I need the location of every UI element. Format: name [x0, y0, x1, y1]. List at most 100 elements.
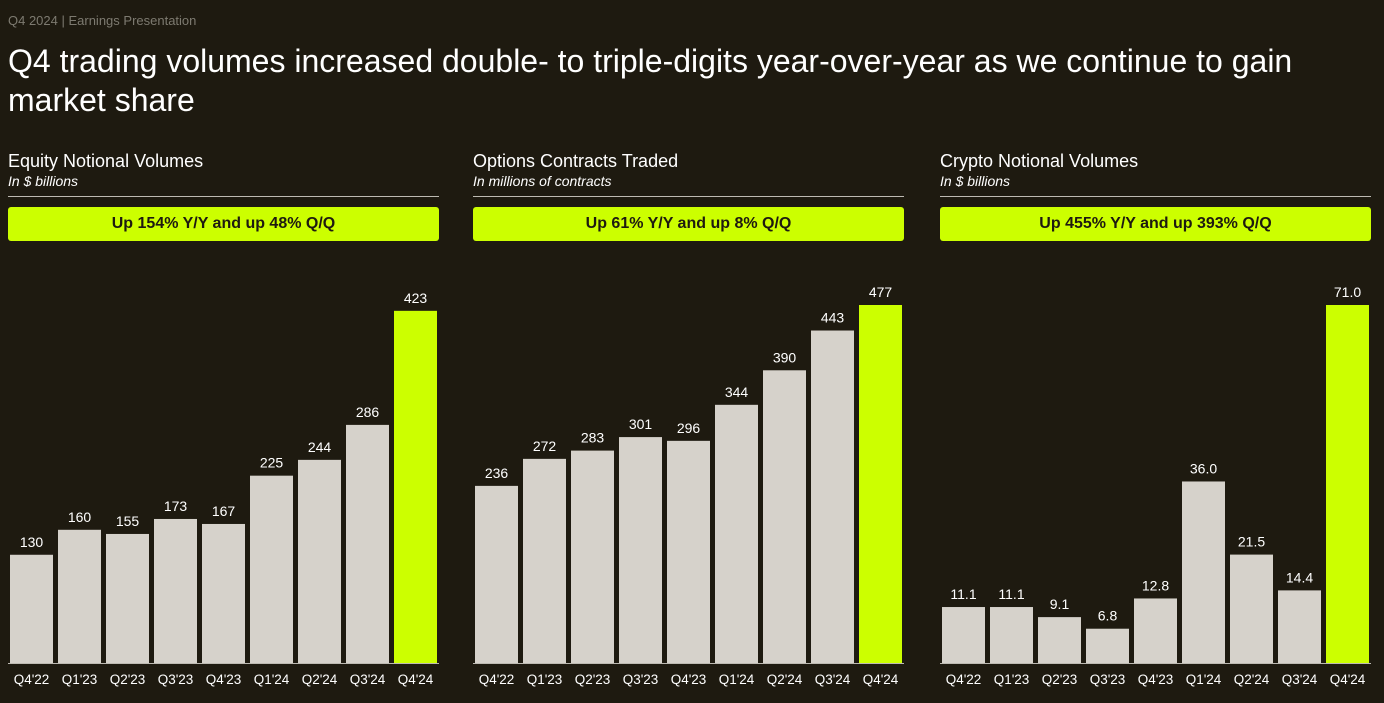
value-label: 244 [308, 439, 332, 455]
bar-Q2'23 [106, 533, 149, 663]
bar-Q2'23 [571, 450, 614, 663]
category-label: Q4'24 [1330, 672, 1366, 687]
category-label: Q1'23 [62, 672, 98, 687]
value-label: 12.8 [1142, 577, 1169, 593]
bar-Q4'24 [1326, 305, 1369, 663]
panel-subtitle: In millions of contracts [473, 173, 612, 189]
crypto-bar-chart: 11.1 Q4'22 11.1 Q1'23 9.1 Q2'23 6.8 Q3'23 12.8 Q4… [940, 284, 1371, 687]
category-label: Q2'24 [1234, 672, 1270, 687]
value-label: 173 [164, 498, 188, 514]
bar-Q1'24 [250, 475, 293, 663]
value-label: 36.0 [1190, 460, 1217, 476]
bar-Q4'22 [942, 607, 985, 663]
growth-banner: Up 61% Y/Y and up 8% Q/Q [473, 207, 904, 241]
panel-title: Options Contracts Traded [473, 151, 679, 171]
bar-Q2'23 [1038, 617, 1081, 663]
bar-Q4'23 [667, 440, 710, 663]
slide-headline: Q4 trading volumes increased double- to … [8, 43, 1293, 118]
bar-Q3'23 [1086, 628, 1129, 663]
options-bar-chart: 236 Q4'22 272 Q1'23 283 Q2'23 301 Q3'23 296 Q4'23… [473, 284, 904, 687]
bar-Q4'23 [1134, 598, 1177, 663]
category-label: Q3'24 [1282, 672, 1318, 687]
growth-banner: Up 455% Y/Y and up 393% Q/Q [940, 207, 1371, 241]
category-label: Q2'23 [1042, 672, 1078, 687]
category-label: Q3'24 [815, 672, 851, 687]
panel-equity: Equity Notional Volumes In $ billions Up… [8, 150, 439, 695]
category-label: Q1'24 [719, 672, 755, 687]
category-label: Q2'24 [767, 672, 803, 687]
value-label: 130 [20, 534, 44, 550]
value-label: 167 [212, 503, 236, 519]
category-label: Q2'23 [110, 672, 146, 687]
value-label: 225 [260, 455, 284, 471]
value-label: 272 [533, 438, 557, 454]
bar-Q3'23 [619, 437, 662, 663]
category-label: Q1'23 [994, 672, 1030, 687]
value-label: 14.4 [1286, 569, 1313, 585]
category-label: Q4'23 [671, 672, 707, 687]
value-label: 21.5 [1238, 534, 1265, 550]
value-label: 6.8 [1098, 608, 1118, 624]
bar-Q4'22 [475, 485, 518, 663]
category-label: Q1'23 [527, 672, 563, 687]
bar-Q1'24 [715, 404, 758, 663]
category-label: Q2'24 [302, 672, 338, 687]
value-label: 9.1 [1050, 596, 1070, 612]
panel-divider [940, 196, 1371, 197]
value-label: 390 [773, 349, 797, 365]
bar-Q1'23 [523, 458, 566, 663]
bar-Q2'24 [763, 370, 806, 663]
bar-Q3'24 [811, 330, 854, 663]
bar-Q4'24 [394, 310, 437, 663]
bar-Q1'23 [990, 607, 1033, 663]
value-label: 344 [725, 384, 749, 400]
category-label: Q4'22 [14, 672, 50, 687]
category-label: Q3'23 [623, 672, 659, 687]
value-label: 296 [677, 420, 701, 436]
bar-Q1'23 [58, 529, 101, 663]
panel-divider [473, 196, 904, 197]
value-label: 155 [116, 513, 140, 529]
category-label: Q4'22 [946, 672, 982, 687]
panel-subtitle: In $ billions [940, 173, 1011, 189]
category-label: Q1'24 [254, 672, 290, 687]
category-label: Q4'24 [863, 672, 899, 687]
bar-Q3'24 [346, 424, 389, 663]
category-label: Q4'23 [206, 672, 242, 687]
bar-Q2'24 [1230, 554, 1273, 663]
value-label: 160 [68, 509, 92, 525]
bar-Q4'24 [859, 305, 902, 663]
value-label: 286 [356, 404, 380, 420]
value-label: 443 [821, 310, 845, 326]
bar-Q3'24 [1278, 590, 1321, 663]
category-label: Q4'24 [398, 672, 434, 687]
category-label: Q1'24 [1186, 672, 1222, 687]
bar-Q4'23 [202, 523, 245, 663]
equity-bar-chart: 130 Q4'22 160 Q1'23 155 Q2'23 173 Q3'23 167 Q4'23… [8, 290, 439, 687]
panel-title: Crypto Notional Volumes [940, 151, 1139, 171]
value-label: 11.1 [950, 586, 976, 602]
category-label: Q3'24 [350, 672, 386, 687]
panel-options: Options Contracts Traded In millions of … [473, 150, 904, 695]
value-label: 477 [869, 284, 893, 300]
bar-Q1'24 [1182, 481, 1225, 663]
category-label: Q3'23 [158, 672, 194, 687]
panel-crypto: Crypto Notional Volumes In $ billions Up… [940, 150, 1371, 695]
bar-Q3'23 [154, 518, 197, 663]
panel-divider [8, 196, 439, 197]
category-label: Q4'22 [479, 672, 515, 687]
value-label: 423 [404, 290, 428, 306]
value-label: 71.0 [1334, 284, 1361, 300]
value-label: 301 [629, 416, 653, 432]
category-label: Q4'23 [1138, 672, 1174, 687]
growth-banner: Up 154% Y/Y and up 48% Q/Q [8, 207, 439, 241]
panel-title: Equity Notional Volumes [8, 151, 204, 171]
value-label: 283 [581, 430, 605, 446]
category-label: Q3'23 [1090, 672, 1126, 687]
bar-Q4'22 [10, 554, 53, 663]
bar-Q2'24 [298, 459, 341, 663]
category-label: Q2'23 [575, 672, 611, 687]
value-label: 11.1 [998, 586, 1024, 602]
presentation-eyebrow: Q4 2024 | Earnings Presentation [8, 13, 197, 28]
value-label: 236 [485, 465, 509, 481]
